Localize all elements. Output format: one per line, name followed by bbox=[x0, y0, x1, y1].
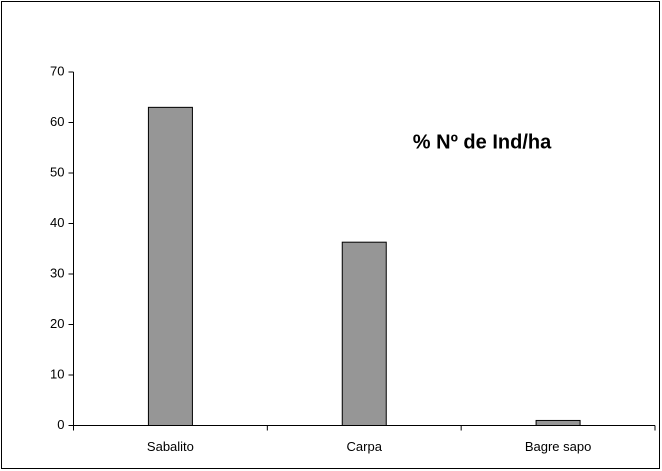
y-tick-label: 20 bbox=[50, 316, 64, 331]
bar bbox=[147, 106, 193, 426]
bar bbox=[341, 241, 387, 426]
bar bbox=[535, 419, 581, 427]
chart-title: % Nº de Ind/ha bbox=[413, 131, 552, 153]
x-tick-label: Bagre sapo bbox=[525, 439, 592, 454]
y-tick-label: 70 bbox=[50, 63, 64, 78]
y-tick-label: 0 bbox=[57, 417, 64, 432]
y-tick-label: 30 bbox=[50, 265, 64, 280]
y-tick-label: 40 bbox=[50, 215, 64, 230]
y-tick-label: 10 bbox=[50, 366, 64, 381]
x-tick-label: Carpa bbox=[347, 439, 383, 454]
x-tick-label: Sabalito bbox=[147, 439, 194, 454]
y-tick-label: 60 bbox=[50, 114, 64, 129]
y-tick-label: 50 bbox=[50, 164, 64, 179]
